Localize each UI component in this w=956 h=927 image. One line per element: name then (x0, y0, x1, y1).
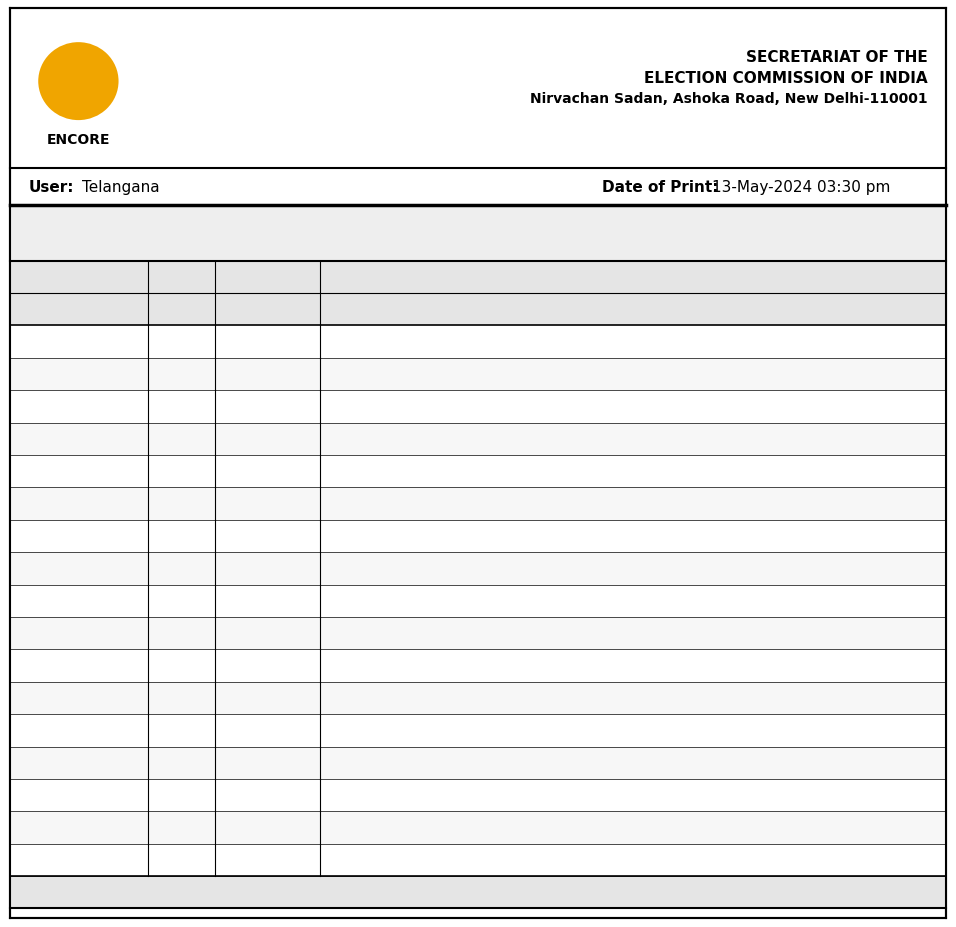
Text: 12: 12 (173, 692, 190, 705)
Text: 58.70: 58.70 (615, 433, 652, 446)
Text: Chevella: Chevella (239, 627, 296, 640)
Text: 9: 9 (178, 594, 185, 607)
Text: Estimated Poll Day Turnout Details- Phase: 4, State: Telangana: Estimated Poll Day Turnout Details- Phas… (231, 271, 725, 285)
Text: Telangana: Telangana (21, 659, 89, 672)
Text: Zahirabad: Zahirabad (233, 465, 302, 478)
Text: Nagarkurnool: Nagarkurnool (223, 692, 313, 705)
Text: Telangana: Telangana (21, 854, 89, 867)
Text: 13-May-2024 03:30 pm: 13-May-2024 03:30 pm (712, 180, 891, 195)
Text: Telangana: Telangana (21, 789, 89, 802)
Text: 6: 6 (178, 498, 185, 511)
Text: Date of Print:: Date of Print: (602, 180, 719, 195)
Text: 15: 15 (173, 789, 190, 802)
Text: Telangana: Telangana (21, 724, 89, 737)
Text: User:: User: (29, 180, 75, 195)
Text: 63.96: 63.96 (615, 465, 652, 478)
Text: 54.17: 54.17 (615, 789, 652, 802)
Text: Telangana: Telangana (21, 756, 89, 769)
Text: 7: 7 (178, 530, 185, 543)
Text: Karimnagar: Karimnagar (229, 400, 306, 413)
Text: Malkajgiri: Malkajgiri (235, 530, 300, 543)
Text: 59.91: 59.91 (615, 724, 652, 737)
Text: Telangana: Telangana (21, 821, 89, 834)
Text: 61.40: 61.40 (615, 821, 652, 834)
Text: Secunderabad: Secunderabad (220, 563, 315, 576)
Text: Nizamabad: Nizamabad (230, 433, 305, 446)
Text: 60.94: 60.94 (615, 498, 652, 511)
Text: 14: 14 (173, 756, 190, 769)
Text: Telangana: Telangana (21, 336, 89, 349)
Text: 16: 16 (173, 821, 190, 834)
Text: ELECTION COMMISSION OF INDIA: ELECTION COMMISSION OF INDIA (643, 70, 927, 86)
Text: Telangana: Telangana (21, 465, 89, 478)
Text: Peddapalle: Peddapalle (231, 368, 304, 381)
Text: Telangana: Telangana (82, 180, 160, 195)
Text: 8: 8 (178, 563, 185, 576)
Text: 45.35: 45.35 (615, 627, 652, 640)
Text: Telangana: Telangana (21, 563, 89, 576)
Text: Telangana: Telangana (21, 368, 89, 381)
Text: 4: 4 (178, 433, 185, 446)
Text: Adilabad: Adilabad (239, 336, 296, 349)
Text: 62.05: 62.05 (615, 756, 652, 769)
Text: Hyderabad: Hyderabad (231, 594, 304, 607)
Text: 11: 11 (173, 659, 190, 672)
Text: Telangana: Telangana (21, 530, 89, 543)
Text: 10: 10 (173, 627, 190, 640)
Text: Nirvachan Sadan, Ashoka Road, New Delhi-110001: Nirvachan Sadan, Ashoka Road, New Delhi-… (530, 92, 927, 106)
Text: 58.24: 58.24 (615, 400, 652, 413)
Text: Telangana: Telangana (21, 433, 89, 446)
Text: Medak: Medak (246, 498, 290, 511)
Text: 29.47: 29.47 (615, 594, 652, 607)
Text: 2: 2 (178, 368, 185, 381)
Text: 63.67: 63.67 (615, 854, 652, 867)
Text: Telangana: Telangana (21, 498, 89, 511)
Text: Voter Turn Out - 52.34%: Voter Turn Out - 52.34% (357, 224, 599, 243)
Text: E: E (68, 66, 89, 91)
Text: Telangana: Telangana (21, 400, 89, 413)
Text: 57.17: 57.17 (615, 692, 652, 705)
Text: Bhongir: Bhongir (242, 756, 293, 769)
Text: Latest Updated Poll %: Latest Updated Poll % (547, 303, 720, 317)
Text: 5: 5 (178, 465, 185, 478)
Text: 37.69: 37.69 (615, 530, 652, 543)
Text: Telangana: Telangana (21, 594, 89, 607)
Text: SECRETARIAT OF THE: SECRETARIAT OF THE (746, 50, 927, 66)
Text: 34.58: 34.58 (615, 563, 652, 576)
Text: 62.44: 62.44 (615, 336, 652, 349)
Text: ENCORE: ENCORE (47, 133, 110, 147)
Text: Khammam: Khammam (231, 854, 304, 867)
Text: 1: 1 (178, 336, 185, 349)
Text: Mahabubabad: Mahabubabad (220, 821, 315, 834)
Text: PC No: PC No (159, 303, 205, 317)
Text: 13: 13 (173, 724, 190, 737)
Text: Telangana: Telangana (21, 627, 89, 640)
Text: Warangal: Warangal (236, 789, 299, 802)
Text: Nirvachan Sadan, Ashoka Road, New Delhi- 110001: Nirvachan Sadan, Ashoka Road, New Delhi-… (276, 885, 680, 899)
Text: Nalgonda: Nalgonda (236, 724, 299, 737)
Text: 58.92: 58.92 (615, 659, 652, 672)
Text: 17: 17 (173, 854, 190, 867)
Text: Mahbubnagar: Mahbubnagar (222, 659, 314, 672)
Text: 55.92: 55.92 (615, 368, 652, 381)
Text: State: State (90, 303, 133, 317)
Text: PC Name: PC Name (272, 303, 343, 317)
Text: 3: 3 (178, 400, 185, 413)
Text: Telangana: Telangana (21, 692, 89, 705)
